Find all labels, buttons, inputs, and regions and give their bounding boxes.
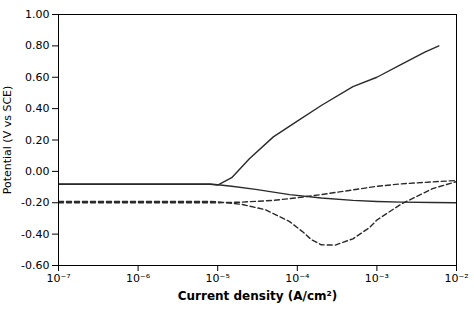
svg-text:0.00: 0.00 — [25, 165, 50, 178]
svg-text:Potential (V vs SCE): Potential (V vs SCE) — [1, 86, 14, 195]
svg-text:-0.60: -0.60 — [21, 259, 49, 272]
svg-text:0.40: 0.40 — [25, 102, 50, 115]
svg-text:-0.40: -0.40 — [21, 228, 49, 241]
svg-text:10⁻²: 10⁻² — [444, 272, 468, 285]
svg-text:10⁻³: 10⁻³ — [365, 272, 389, 285]
svg-text:Current density (A/cm²): Current density (A/cm²) — [178, 289, 338, 303]
svg-text:0.80: 0.80 — [25, 39, 50, 52]
svg-text:10⁻⁷: 10⁻⁷ — [46, 272, 70, 285]
svg-text:10⁻⁶: 10⁻⁶ — [126, 272, 151, 285]
svg-text:-0.20: -0.20 — [21, 196, 49, 209]
svg-text:10⁻⁵: 10⁻⁵ — [206, 272, 230, 285]
svg-text:10⁻⁴: 10⁻⁴ — [285, 272, 310, 285]
svg-text:0.60: 0.60 — [25, 71, 50, 84]
svg-text:0.20: 0.20 — [25, 134, 50, 147]
svg-text:1.00: 1.00 — [25, 8, 50, 21]
